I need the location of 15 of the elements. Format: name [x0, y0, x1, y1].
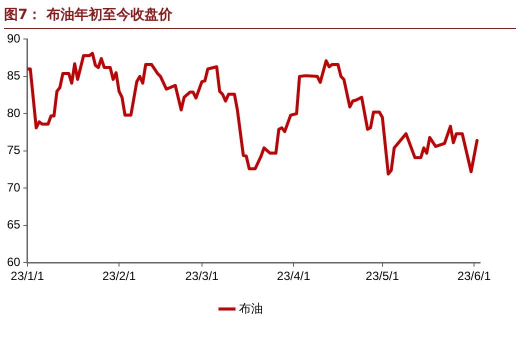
- y-tick-label: 65: [6, 218, 21, 232]
- x-tick-label: 23/5/1: [366, 269, 400, 284]
- x-tick-label: 23/3/1: [185, 269, 219, 284]
- x-tick-label: 23/1/1: [10, 269, 44, 284]
- chart-title: 图7： 布油年初至今收盘价: [4, 6, 516, 29]
- y-tick-label: 85: [6, 68, 21, 83]
- y-tick-label: 70: [6, 180, 21, 194]
- x-tick-label: 23/2/1: [102, 269, 136, 284]
- x-tick-label: 23/4/1: [276, 269, 311, 284]
- y-tick-label: 80: [6, 106, 21, 120]
- y-tick-label: 90: [6, 32, 21, 46]
- y-tick-label: 60: [6, 254, 21, 269]
- y-tick-label: 75: [6, 143, 21, 158]
- legend-label: 布油: [239, 301, 263, 316]
- x-tick-label: 23/6/1: [457, 269, 492, 284]
